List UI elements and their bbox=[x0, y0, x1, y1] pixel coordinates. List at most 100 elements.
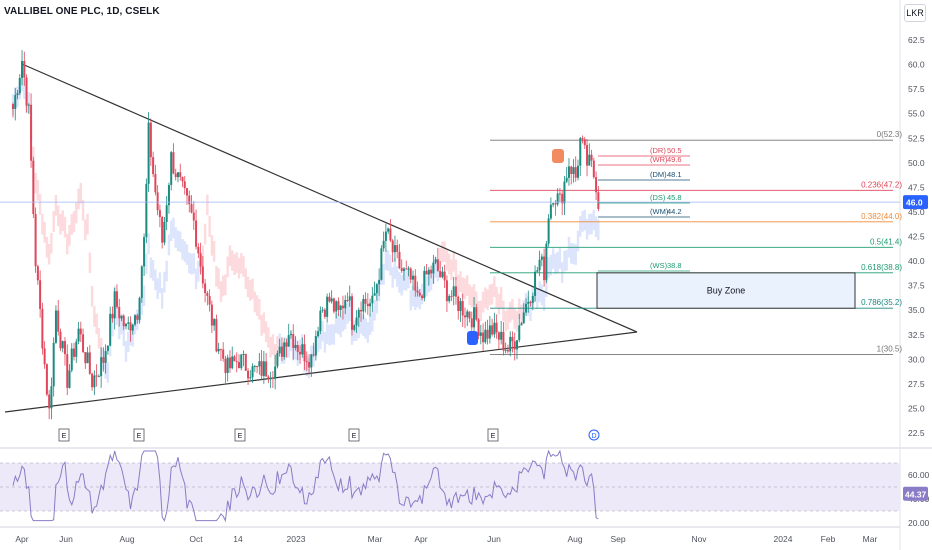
time-tick-label: Mar bbox=[863, 534, 878, 544]
candle-body bbox=[468, 311, 471, 319]
cloud-segment bbox=[54, 195, 58, 216]
trendline-lower[interactable] bbox=[4, 331, 638, 413]
candle-body bbox=[289, 334, 292, 336]
cloud-segment bbox=[131, 325, 134, 347]
candle-body bbox=[84, 352, 87, 364]
cloud-segment bbox=[323, 331, 327, 353]
candle-body bbox=[57, 310, 60, 332]
candle-body bbox=[95, 375, 98, 377]
candle-body bbox=[172, 152, 175, 174]
rsi-tick-label: 60.00 bbox=[908, 470, 930, 480]
candle-body bbox=[570, 166, 573, 175]
dividend-marker[interactable] bbox=[588, 429, 600, 441]
cloud-segment bbox=[271, 334, 275, 355]
symbol-title[interactable]: VALLIBEL ONE PLC, 1D, CSELK bbox=[4, 6, 160, 17]
cloud-segment bbox=[511, 299, 514, 320]
candle-body bbox=[274, 366, 277, 379]
candle-body bbox=[125, 323, 127, 327]
cloud-segment bbox=[362, 315, 365, 336]
candle-body bbox=[384, 231, 387, 241]
cloud-segment bbox=[479, 300, 483, 322]
cloud-segment bbox=[122, 325, 125, 347]
candle-body bbox=[509, 336, 512, 352]
cloud-segment bbox=[520, 304, 523, 326]
candle-body bbox=[242, 353, 245, 355]
last-price-tag[interactable] bbox=[903, 195, 928, 210]
time-axis-group[interactable]: Apr Jun Aug Oct 14 2023 Mar Apr Jun Aug Sep Nov 2024… bbox=[15, 534, 877, 544]
candle-body bbox=[488, 325, 491, 339]
candle-body bbox=[515, 340, 518, 350]
signal-marker-sell[interactable] bbox=[552, 149, 564, 163]
cloud-segment bbox=[212, 240, 216, 262]
candle-body bbox=[425, 270, 428, 275]
cloud-segment bbox=[563, 251, 566, 272]
earnings-marker[interactable] bbox=[133, 428, 145, 442]
cloud-segment bbox=[583, 209, 586, 231]
cloud-segment bbox=[579, 216, 582, 237]
candle-body bbox=[373, 293, 376, 296]
candle-body bbox=[41, 308, 44, 349]
earnings-marker[interactable] bbox=[487, 428, 499, 442]
candle-body bbox=[195, 220, 198, 247]
earnings-marker[interactable] bbox=[234, 428, 246, 442]
candle-body bbox=[174, 173, 177, 178]
cloud-segment bbox=[158, 272, 162, 294]
candle-body bbox=[328, 296, 331, 302]
candle-body bbox=[192, 212, 195, 221]
cloud-segment bbox=[441, 241, 444, 263]
candle-body bbox=[115, 291, 118, 307]
candle-body bbox=[199, 253, 202, 267]
time-tick-label: Oct bbox=[189, 534, 203, 544]
cloud-segment bbox=[407, 267, 410, 289]
pivot-tag: (WS) bbox=[650, 261, 668, 270]
cloud-segment bbox=[183, 241, 186, 262]
candle-body bbox=[127, 322, 130, 324]
earnings-marker-label: E bbox=[352, 433, 357, 440]
buy-zone-group[interactable]: Buy Zone bbox=[596, 272, 856, 309]
price-axis-group[interactable]: 62.5 60.0 57.5 55.0 52.5 50.0 47.5 45.0 42.5 40.0… bbox=[0, 35, 928, 438]
cloud-segment bbox=[590, 213, 593, 235]
fib-level-label: 0.786(35.2) bbox=[861, 298, 902, 307]
candle-body bbox=[572, 167, 575, 175]
currency-button[interactable]: LKR bbox=[904, 4, 926, 22]
earnings-marker[interactable] bbox=[348, 428, 360, 442]
cloud-segment bbox=[450, 259, 453, 281]
candle-body bbox=[321, 309, 324, 311]
signal-marker-buy[interactable] bbox=[467, 331, 478, 345]
candle-body bbox=[412, 275, 415, 280]
candle-body bbox=[59, 331, 62, 349]
cloud-segment bbox=[79, 182, 82, 204]
cloud-segment bbox=[396, 266, 399, 287]
candle-body bbox=[113, 291, 116, 319]
pivot-tag: (DM) bbox=[650, 170, 667, 179]
candle-body bbox=[21, 60, 24, 78]
cloud-segment bbox=[398, 272, 401, 293]
buy-zone-box[interactable] bbox=[596, 272, 856, 309]
candle-body bbox=[563, 181, 566, 204]
rsi-value-tag[interactable] bbox=[903, 486, 928, 501]
candle-body bbox=[393, 245, 396, 253]
earnings-marker[interactable] bbox=[58, 428, 70, 442]
candle-body bbox=[486, 329, 489, 339]
candle-body bbox=[247, 370, 250, 379]
fib-level-label: 0.236(47.2) bbox=[861, 180, 902, 189]
candle-body bbox=[251, 366, 254, 378]
candle-body bbox=[222, 349, 225, 359]
cloud-segment bbox=[262, 312, 266, 334]
candle-body bbox=[561, 193, 564, 204]
cloud-segment bbox=[273, 344, 277, 365]
pivot-tag: (WR) bbox=[650, 155, 668, 164]
candle-body bbox=[30, 104, 33, 161]
candle-body bbox=[188, 195, 191, 205]
candle-body bbox=[143, 237, 146, 267]
candle-body bbox=[348, 296, 351, 301]
cloud-segment bbox=[156, 278, 159, 300]
candle-body bbox=[179, 172, 182, 177]
candle-body bbox=[527, 301, 530, 304]
candle-body bbox=[276, 353, 279, 367]
candle-body bbox=[310, 354, 313, 368]
candle-body bbox=[271, 377, 274, 379]
cloud-segment bbox=[176, 230, 180, 252]
